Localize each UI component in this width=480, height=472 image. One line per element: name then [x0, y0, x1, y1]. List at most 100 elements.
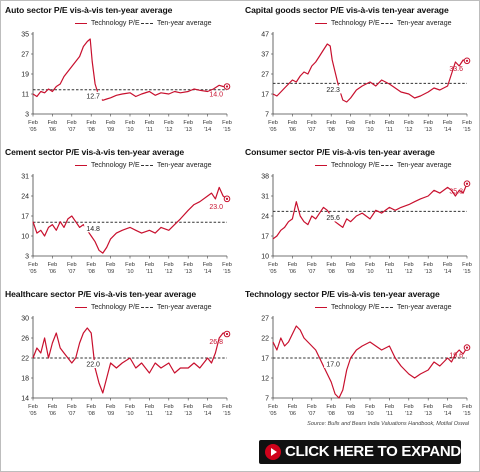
x-tick-label-year: '15	[463, 127, 470, 133]
legend-item-technology-pe: Technology P/E	[75, 304, 140, 311]
chart-plot: 1017243138Feb'05Feb'06Feb'07Feb'08Feb'09…	[261, 174, 472, 276]
x-tick-label-month: Feb	[462, 404, 472, 410]
chart-title: Cement sector P/E vis-à-vis ten-year ave…	[5, 147, 185, 157]
auto-chart: Auto sector P/E vis-à-vis ten-year avera…	[1, 1, 241, 141]
x-tick-label-month: Feb	[307, 262, 317, 268]
x-tick-label-month: Feb	[125, 120, 135, 126]
y-tick-label: 26	[21, 336, 29, 343]
average-value-label: 12.7	[86, 93, 100, 100]
x-tick-label-year: '10	[126, 127, 133, 133]
x-tick-label-month: Feb	[164, 262, 174, 268]
x-tick-label-month: Feb	[222, 404, 232, 410]
x-tick-label-year: '10	[366, 269, 373, 275]
expand-button[interactable]: CLICK HERE TO EXPAND	[259, 440, 461, 464]
x-tick-label-month: Feb	[404, 262, 414, 268]
legend-label: Technology P/E	[331, 20, 380, 27]
legend-item-technology-pe: Technology P/E	[75, 162, 140, 169]
average-value-label: 25.6	[326, 215, 340, 222]
average-label-backdrop	[84, 360, 103, 368]
last-value-marker-dot	[465, 59, 469, 62]
x-tick-label-year: '12	[405, 127, 412, 133]
x-tick-label-month: Feb	[28, 262, 38, 268]
legend-item-ten-year-average: Ten-year average	[381, 304, 451, 311]
x-tick-label-year: '11	[386, 411, 393, 417]
x-tick-label-month: Feb	[125, 262, 135, 268]
legend-item-technology-pe: Technology P/E	[315, 20, 380, 27]
x-tick-label-year: '07	[68, 269, 75, 275]
y-tick-label: 7	[265, 396, 269, 403]
last-value-label: 19.6	[449, 353, 463, 360]
x-tick-label-year: '13	[425, 269, 432, 275]
x-tick-label-month: Feb	[423, 262, 433, 268]
y-tick-label: 17	[21, 214, 29, 221]
last-value-marker-dot	[465, 182, 469, 185]
y-tick-label: 22	[21, 356, 29, 363]
x-tick-label-year: '06	[49, 411, 56, 417]
x-tick-label-month: Feb	[48, 120, 58, 126]
average-label-backdrop	[84, 91, 103, 100]
x-tick-label-month: Feb	[443, 120, 453, 126]
x-tick-label-month: Feb	[48, 404, 58, 410]
x-tick-label-year: '08	[88, 411, 95, 417]
x-tick-label-year: '10	[366, 127, 373, 133]
legend-label: Ten-year average	[157, 20, 212, 27]
x-tick-label-year: '12	[405, 269, 412, 275]
x-tick-label-year: '08	[328, 411, 335, 417]
x-tick-label-year: '12	[405, 411, 412, 417]
last-value-label: 35.3	[449, 189, 463, 196]
x-tick-label-month: Feb	[307, 404, 317, 410]
y-tick-label: 17	[261, 356, 269, 363]
x-tick-label-year: '09	[107, 269, 114, 275]
x-tick-label-year: '06	[49, 269, 56, 275]
x-tick-label-year: '12	[165, 127, 172, 133]
legend-label: Technology P/E	[91, 304, 140, 311]
average-value-label: 14.8	[86, 226, 100, 233]
x-tick-label-month: Feb	[385, 262, 395, 268]
x-tick-label-month: Feb	[183, 120, 193, 126]
x-tick-label-month: Feb	[404, 120, 414, 126]
x-tick-label-year: '14	[204, 269, 211, 275]
x-tick-label-month: Feb	[222, 120, 232, 126]
consumer-chart: Consumer sector P/E vis-à-vis ten-year a…	[241, 143, 480, 283]
x-tick-label-year: '09	[107, 411, 114, 417]
x-tick-label-month: Feb	[288, 404, 298, 410]
legend-item-ten-year-average: Ten-year average	[381, 162, 451, 169]
x-tick-label-month: Feb	[385, 120, 395, 126]
x-tick-label-year: '08	[88, 269, 95, 275]
x-tick-label-month: Feb	[164, 404, 174, 410]
average-label-backdrop	[324, 360, 343, 368]
x-tick-label-year: '05	[29, 411, 36, 417]
legend-item-technology-pe: Technology P/E	[75, 20, 140, 27]
legend-label: Technology P/E	[91, 162, 140, 169]
x-tick-label-year: '05	[29, 127, 36, 133]
series-line-technology-pe	[32, 327, 228, 394]
x-tick-label-year: '12	[165, 411, 172, 417]
x-tick-label-year: '14	[204, 127, 211, 133]
average-value-label: 17.0	[326, 362, 340, 369]
x-tick-label-month: Feb	[106, 404, 116, 410]
x-tick-label-month: Feb	[67, 120, 77, 126]
x-tick-label-month: Feb	[307, 120, 317, 126]
x-tick-label-month: Feb	[365, 120, 375, 126]
chart-plot: 717273747Feb'05Feb'06Feb'07Feb'08Feb'09F…	[261, 32, 472, 134]
x-tick-label-month: Feb	[326, 404, 336, 410]
legend-item-technology-pe: Technology P/E	[315, 304, 380, 311]
x-tick-label-month: Feb	[203, 262, 213, 268]
x-tick-label-month: Feb	[67, 404, 77, 410]
x-tick-label-month: Feb	[106, 120, 116, 126]
last-value-label: 14.0	[209, 92, 223, 99]
x-tick-label-month: Feb	[346, 262, 356, 268]
y-tick-label: 38	[261, 174, 269, 181]
legend-label: Technology P/E	[91, 20, 140, 27]
y-tick-label: 31	[21, 174, 29, 181]
legend-item-ten-year-average: Ten-year average	[141, 20, 211, 27]
y-tick-label: 17	[261, 92, 269, 99]
chart-title: Healthcare sector P/E vis-à-vis ten-year…	[5, 289, 197, 299]
series-line-technology-pe	[32, 186, 228, 254]
y-tick-label: 31	[261, 194, 269, 201]
x-tick-label-month: Feb	[346, 120, 356, 126]
x-tick-label-year: '05	[269, 411, 276, 417]
legend-label: Ten-year average	[157, 162, 212, 169]
x-tick-label-year: '07	[308, 411, 315, 417]
cement-chart: Cement sector P/E vis-à-vis ten-year ave…	[1, 143, 241, 283]
